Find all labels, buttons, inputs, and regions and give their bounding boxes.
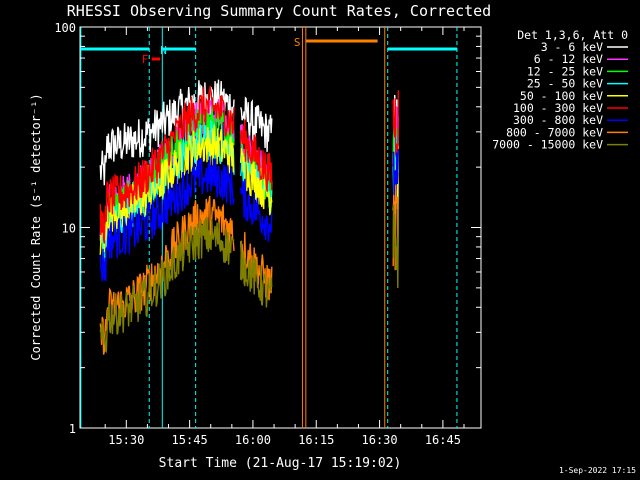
series-line-1 — [99, 79, 235, 186]
x-axis-label: Start Time (21-Aug-17 15:19:02) — [159, 456, 402, 471]
x-tick-label: 16:15 — [298, 433, 334, 447]
flag-f-label: F — [142, 53, 149, 66]
series-line-1 — [240, 96, 273, 152]
series-line-9 — [99, 217, 235, 354]
series-layer — [99, 79, 399, 355]
y-tick-label: 1 — [69, 422, 76, 436]
reference-lines — [80, 27, 458, 428]
legend-label-9: 7000 - 15000 keV — [492, 138, 603, 152]
series-line-7 — [240, 178, 273, 242]
series-line-6 — [240, 119, 273, 192]
legend-label-8: 800 - 7000 keV — [506, 125, 603, 139]
legend-label-5: 50 - 100 keV — [520, 89, 603, 103]
x-tick-label: 16:00 — [235, 433, 271, 447]
axes-layer: 15:30 15:45 16:00 16:15 16:30 16:45 1 10 100 — [54, 21, 481, 447]
legend-label-6: 100 - 300 keV — [513, 101, 603, 115]
flag-s-label: S — [294, 36, 301, 49]
legend-label-4: 25 - 50 keV — [527, 77, 603, 91]
x-tick-label: 15:45 — [172, 433, 208, 447]
x-tick-label: 16:45 — [425, 433, 461, 447]
legend-label-2: 6 - 12 keV — [534, 52, 603, 66]
legend-label-3: 12 - 25 keV — [527, 64, 603, 78]
chart-title: RHESSI Observing Summary Count Rates, Co… — [67, 2, 491, 20]
x-tick-label: 15:30 — [108, 433, 144, 447]
legend-label-7: 300 - 800 keV — [513, 113, 603, 127]
y-axis-label: Corrected Count Rate (s⁻¹ detector⁻¹) — [29, 93, 43, 360]
series-line-7 — [99, 156, 235, 282]
legend-label-1: 3 - 6 keV — [541, 40, 603, 54]
flag-n-label: N — [160, 44, 167, 57]
series-line-9-late — [392, 204, 399, 289]
series-line-9 — [240, 240, 273, 308]
series-line-5 — [99, 125, 235, 256]
y-tick-label: 10 — [62, 222, 76, 236]
x-tick-label: 16:30 — [362, 433, 398, 447]
footer-timestamp: 1-Sep-2022 17:15 — [559, 466, 636, 475]
series-line-6 — [99, 85, 235, 244]
legend-title: Det 1,3,6, Att 0 — [517, 28, 628, 42]
y-tick-label: 100 — [54, 21, 76, 35]
flags-layer: NF S — [80, 36, 457, 66]
